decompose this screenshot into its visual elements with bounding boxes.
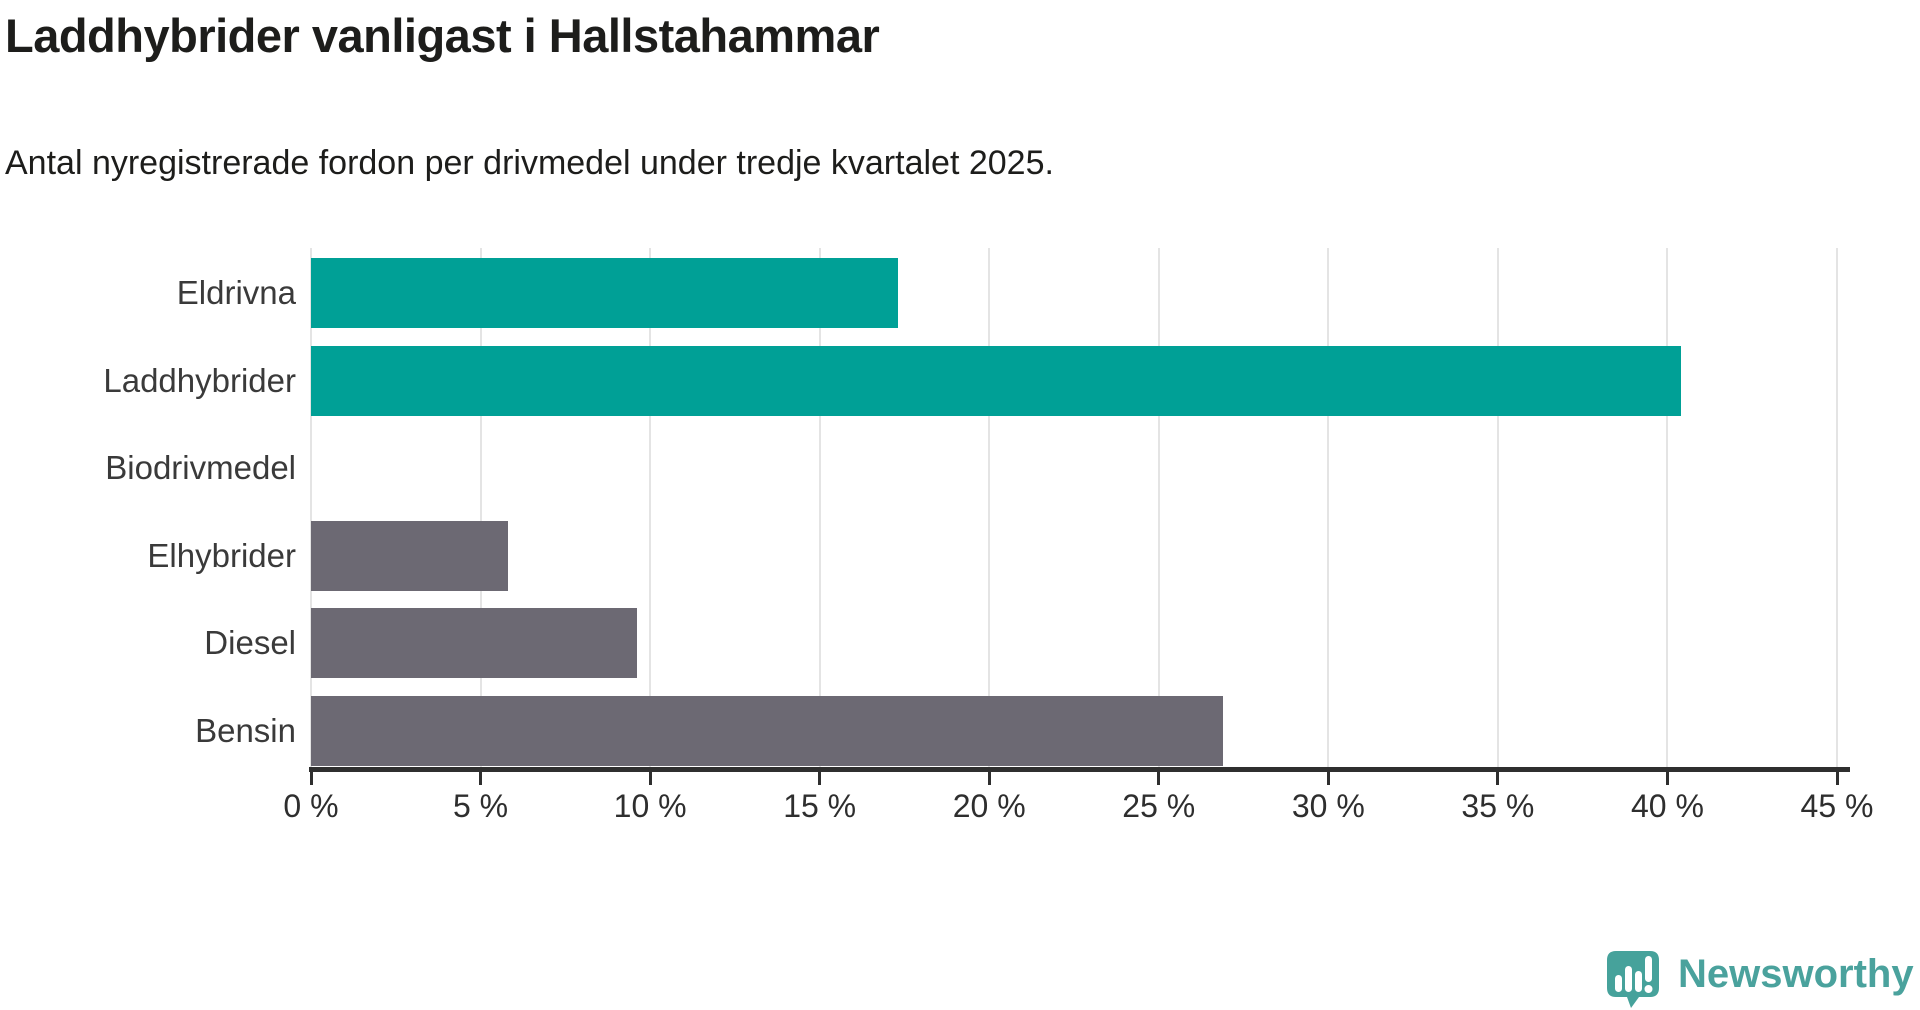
bar-laddhybrider: [311, 345, 1681, 416]
x-axis-tick-label: 35 %: [1461, 788, 1535, 824]
gridline: [1666, 248, 1669, 769]
gridline: [988, 248, 991, 769]
category-label: Biodrivmedel: [105, 449, 296, 487]
category-label: Diesel: [204, 624, 296, 662]
x-axis-tick-label: 5 %: [452, 788, 509, 824]
newsworthy-logo-icon: [1607, 951, 1659, 1008]
gridline: [1157, 248, 1160, 769]
gridline: [1496, 248, 1499, 769]
newsworthy-logo: Newsworthy: [1606, 950, 1920, 1010]
gridline: [479, 248, 482, 769]
x-axis-tick: [987, 772, 991, 785]
x-axis-tick-label: 0 %: [283, 788, 339, 824]
x-axis-line: [309, 767, 1850, 772]
x-axis-tick-label: 10 %: [613, 788, 687, 824]
gridline: [818, 248, 821, 769]
bar-diesel: [311, 608, 637, 679]
category-label: Bensin: [195, 712, 296, 749]
x-axis-tick: [1496, 772, 1500, 785]
chart-subtitle: Antal nyregistrerade fordon per drivmede…: [5, 144, 1054, 182]
x-axis-tick: [1835, 772, 1839, 785]
category-label: Laddhybrider: [103, 361, 296, 399]
gridline: [649, 248, 652, 769]
x-axis-tick-label: 45 %: [1800, 788, 1874, 824]
gridline: [310, 248, 312, 769]
gridline: [1327, 248, 1330, 769]
x-axis-tick: [1326, 772, 1330, 785]
chart-title: Laddhybrider vanligast i Hallstahammar: [5, 9, 880, 62]
bar-elhybrider: [311, 520, 508, 591]
x-axis-tick-label: 40 %: [1630, 788, 1704, 824]
x-axis-tick: [1665, 772, 1669, 785]
category-label: Eldrivna: [176, 274, 296, 311]
x-axis-tick: [818, 772, 822, 785]
x-axis-tick-label: 25 %: [1122, 788, 1196, 824]
category-label: Elhybrider: [147, 536, 296, 574]
x-axis-tick: [648, 772, 652, 785]
x-axis-tick-label: 20 %: [952, 788, 1026, 824]
gridline: [1836, 248, 1838, 769]
x-axis-tick-label: 30 %: [1291, 788, 1365, 824]
brand-name: Newsworthy: [1678, 952, 1914, 996]
bar-chart: Eldrivna Laddhybrider Biodrivmedel Elhybrid…: [0, 248, 1920, 848]
x-axis-tick: [479, 772, 483, 785]
bar-eldrivna: [311, 258, 898, 328]
bar-bensin: [311, 696, 1224, 766]
x-axis-tick: [1157, 772, 1161, 785]
x-axis-tick-label: 15 %: [783, 788, 857, 824]
x-axis-tick: [309, 772, 313, 785]
